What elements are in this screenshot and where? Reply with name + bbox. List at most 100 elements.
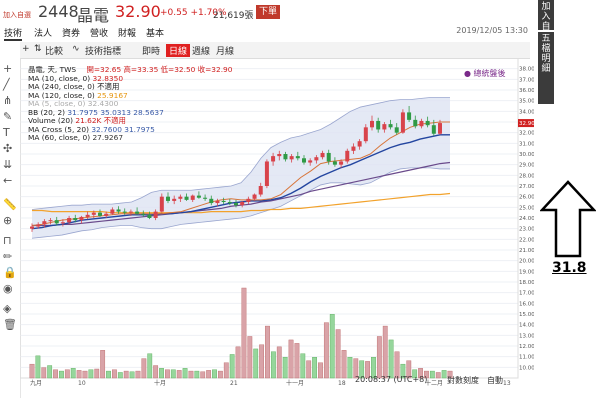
tab-technical[interactable]: 技術 [4, 26, 23, 41]
intraday-button[interactable]: 即時 [142, 47, 161, 57]
candle-body [382, 124, 387, 130]
volume-bar [294, 343, 300, 379]
crosshair-icon[interactable]: + [3, 62, 13, 75]
candle-body [48, 220, 53, 222]
compare-icon[interactable]: ⇅ [34, 44, 42, 54]
y-tick-label: 17.00 [519, 291, 534, 297]
candle-body [98, 212, 102, 216]
volume-bar [159, 368, 164, 379]
volume-bar [400, 363, 406, 379]
side-order-book-tab[interactable]: 五檔明細 [538, 32, 554, 104]
volume-bar [59, 370, 64, 379]
volume-bar [206, 370, 212, 379]
status-time: 20:08:37 (UTC+8) [355, 375, 428, 384]
tab-institutional[interactable]: 法人 [34, 29, 53, 39]
annotation-value: 31.8 [552, 260, 587, 276]
legend-title: 晶電, 天, TWS 開=32.65 高=33.35 低=32.50 收=32.… [28, 65, 233, 74]
candle-body [388, 124, 393, 128]
back-arrow-icon[interactable]: ← [3, 174, 13, 187]
y-tick-label: 31.00 [519, 141, 534, 147]
legend-bb: BB (20, 2) 31.7975 35.0313 28.5637 [28, 107, 164, 117]
legend-volume: Volume (20) 21.62K 不適用 [28, 116, 126, 125]
lock-draw-icon[interactable]: ✏ [3, 250, 13, 263]
y-tick-label: 29.00 [519, 163, 534, 169]
candle-body [67, 218, 72, 223]
volume-bar [53, 369, 58, 379]
candle-body [252, 194, 257, 199]
x-tick-label: 九月 [30, 379, 42, 387]
indicator-icon[interactable]: ∿ [72, 44, 80, 54]
hide-tools-icon[interactable]: ⇊ [3, 158, 13, 171]
volume-bar [382, 325, 388, 379]
volume-bar [265, 325, 270, 379]
add-icon[interactable]: + [22, 44, 30, 54]
volume-bar [288, 339, 294, 379]
add-watchlist-link[interactable]: 加入自選 [3, 11, 31, 19]
pitchfork-icon[interactable]: ⋔ [3, 94, 13, 107]
auto-scale-toggle[interactable]: 自動 [487, 376, 503, 385]
candle-body [184, 196, 189, 200]
candle-body [190, 195, 195, 200]
log-scale-toggle[interactable]: 對數刻度 [447, 376, 479, 385]
y-tick-label: 30.00 [519, 152, 534, 158]
tab-margin[interactable]: 資券 [62, 29, 81, 39]
bollinger-band [31, 97, 450, 239]
candle-body [363, 127, 368, 142]
candle-body [271, 156, 276, 162]
volume-bar [76, 370, 82, 379]
monthly-button[interactable]: 月線 [216, 47, 235, 57]
y-tick-label: 23.00 [519, 227, 534, 233]
volume-bar [359, 360, 365, 379]
indicators-button[interactable]: 技術指標 [85, 47, 122, 57]
y-tick-label: 28.00 [519, 173, 534, 179]
weekly-button[interactable]: 週線 [192, 47, 211, 57]
volume-bar [270, 351, 276, 379]
candle-body [141, 213, 146, 215]
candle-body [376, 120, 381, 130]
candle-body [147, 214, 152, 218]
magnet-icon[interactable]: ⊓ [3, 234, 12, 247]
text-tool-icon[interactable]: T [3, 126, 10, 139]
candle-body [425, 120, 430, 126]
volume-bar [253, 348, 259, 379]
trade-volume: 21,619張 [213, 11, 254, 21]
ruler-icon[interactable]: 📏 [3, 198, 17, 211]
volume-bar [200, 371, 206, 379]
y-tick-label: 19.00 [519, 269, 534, 275]
volume-bar [94, 368, 100, 379]
lock-icon[interactable]: 🔒 [3, 266, 17, 279]
zoom-icon[interactable]: ⊕ [3, 214, 13, 227]
volume-bar [141, 358, 147, 379]
price-change: +0.55 +1.70% [160, 8, 227, 18]
price-chart[interactable]: 九月 10 十月 21 十一月 18 十二月 13 [20, 58, 536, 388]
brand-label: ● 總統盤後 [464, 69, 506, 78]
candle-body [122, 211, 127, 213]
layers-icon[interactable]: ◈ [3, 302, 12, 315]
side-watch-button[interactable]: 加入自選 [538, 0, 554, 42]
brush-icon[interactable]: ✎ [3, 110, 13, 123]
compare-button[interactable]: 比較 [45, 47, 64, 57]
stock-name: 晶電 [77, 6, 110, 25]
tab-basic[interactable]: 基本 [146, 29, 165, 39]
candle-body [203, 197, 208, 199]
candle-body [438, 123, 442, 134]
quote-datetime: 2019/12/05 13:30 [456, 26, 528, 35]
candle-body [30, 226, 34, 229]
candle-body [258, 186, 263, 195]
daily-button[interactable]: 日線 [166, 44, 191, 57]
order-button[interactable]: 下單 [256, 5, 280, 19]
y-tick-label: 13.00 [519, 333, 534, 339]
y-tick-label: 22.00 [519, 237, 534, 243]
pattern-tool-icon[interactable]: ✣ [3, 142, 13, 155]
main-nav: 技術 法人 資券 營收 財報 基本 2019/12/05 13:30 [0, 24, 530, 41]
volume-bar [306, 360, 312, 379]
volume-bar [429, 370, 435, 379]
trash-icon[interactable]: 🗑 [3, 318, 17, 331]
candle-body [339, 161, 344, 165]
eye-icon[interactable]: ◉ [3, 282, 13, 295]
tab-financials[interactable]: 財報 [118, 29, 137, 39]
volume-bar [217, 370, 223, 379]
line-tool-icon[interactable]: ╱ [3, 78, 10, 91]
y-axis[interactable]: 10.00 11.00 12.00 13.00 14.00 15.00 16.00 17.00… [518, 58, 534, 378]
tab-revenue[interactable]: 營收 [90, 29, 109, 39]
